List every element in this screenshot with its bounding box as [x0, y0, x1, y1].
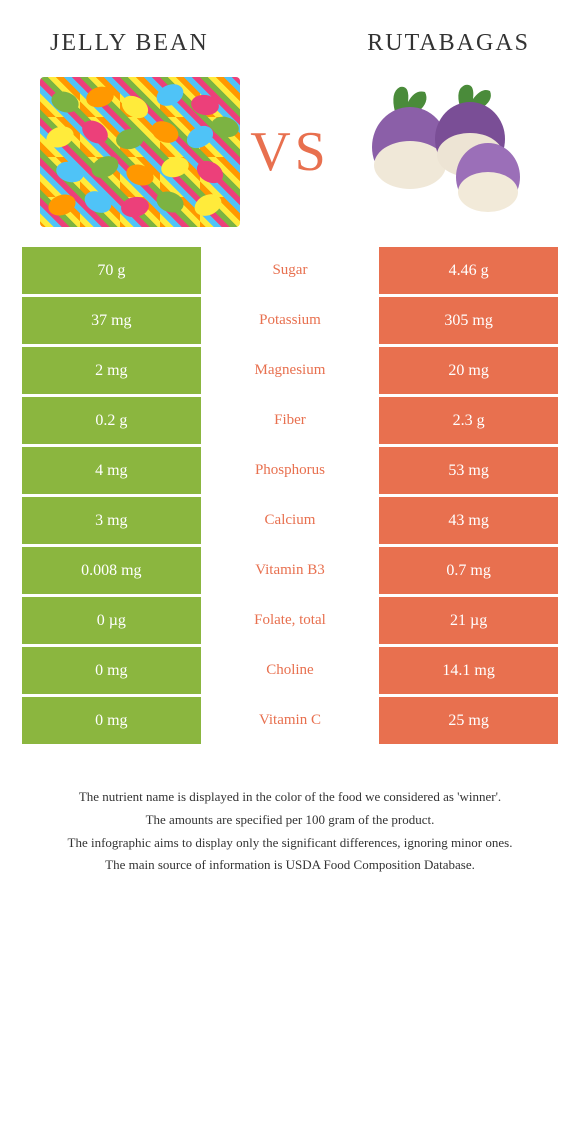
right-value-cell: 14.1 mg — [379, 647, 558, 697]
nutrient-label-cell: Magnesium — [201, 347, 380, 397]
nutrient-label-cell: Fiber — [201, 397, 380, 447]
left-food-title: Jelly bean — [50, 30, 209, 57]
nutrient-label-cell: Vitamin C — [201, 697, 380, 747]
table-row: 2 mgMagnesium20 mg — [22, 347, 558, 397]
table-row: 0.008 mgVitamin B30.7 mg — [22, 547, 558, 597]
left-value-cell: 2 mg — [22, 347, 201, 397]
nutrient-label-cell: Phosphorus — [201, 447, 380, 497]
table-row: 37 mgPotassium305 mg — [22, 297, 558, 347]
table-row: 4 mgPhosphorus53 mg — [22, 447, 558, 497]
infographic-container: Jelly bean Rutabagas — [0, 0, 580, 898]
left-value-cell: 0 mg — [22, 647, 201, 697]
nutrient-label-cell: Sugar — [201, 247, 380, 297]
right-value-cell: 4.46 g — [379, 247, 558, 297]
right-value-cell: 53 mg — [379, 447, 558, 497]
footer-line-4: The main source of information is USDA F… — [30, 855, 550, 876]
right-value-cell: 25 mg — [379, 697, 558, 747]
rutabaga-image — [340, 77, 540, 227]
images-row: VS — [0, 67, 580, 247]
header-row: Jelly bean Rutabagas — [0, 0, 580, 67]
left-value-cell: 0 mg — [22, 697, 201, 747]
footer-notes: The nutrient name is displayed in the co… — [0, 747, 580, 898]
left-value-cell: 3 mg — [22, 497, 201, 547]
table-row: 0 mgCholine14.1 mg — [22, 647, 558, 697]
table-row: 70 gSugar4.46 g — [22, 247, 558, 297]
footer-line-2: The amounts are specified per 100 gram o… — [30, 810, 550, 831]
table-row: 0 µgFolate, total21 µg — [22, 597, 558, 647]
right-value-cell: 21 µg — [379, 597, 558, 647]
nutrient-label-cell: Folate, total — [201, 597, 380, 647]
footer-line-3: The infographic aims to display only the… — [30, 833, 550, 854]
right-value-cell: 43 mg — [379, 497, 558, 547]
left-value-cell: 0.2 g — [22, 397, 201, 447]
table-row: 3 mgCalcium43 mg — [22, 497, 558, 547]
left-value-cell: 0 µg — [22, 597, 201, 647]
right-value-cell: 20 mg — [379, 347, 558, 397]
table-row: 0 mgVitamin C25 mg — [22, 697, 558, 747]
table-row: 0.2 gFiber2.3 g — [22, 397, 558, 447]
nutrient-label-cell: Calcium — [201, 497, 380, 547]
footer-line-1: The nutrient name is displayed in the co… — [30, 787, 550, 808]
vs-label: VS — [250, 120, 330, 184]
right-food-title: Rutabagas — [367, 30, 530, 57]
nutrient-label-cell: Potassium — [201, 297, 380, 347]
jellybean-image — [40, 77, 240, 227]
right-value-cell: 305 mg — [379, 297, 558, 347]
left-value-cell: 37 mg — [22, 297, 201, 347]
left-value-cell: 4 mg — [22, 447, 201, 497]
left-value-cell: 0.008 mg — [22, 547, 201, 597]
right-value-cell: 0.7 mg — [379, 547, 558, 597]
comparison-table: 70 gSugar4.46 g37 mgPotassium305 mg2 mgM… — [22, 247, 558, 747]
nutrient-label-cell: Choline — [201, 647, 380, 697]
right-value-cell: 2.3 g — [379, 397, 558, 447]
left-value-cell: 70 g — [22, 247, 201, 297]
nutrient-label-cell: Vitamin B3 — [201, 547, 380, 597]
